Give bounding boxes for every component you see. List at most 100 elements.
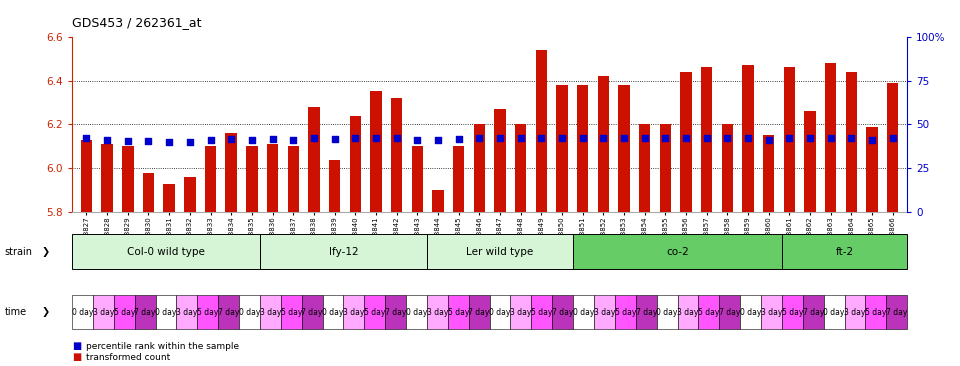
Bar xyxy=(866,127,877,212)
Bar xyxy=(701,67,712,212)
Point xyxy=(182,139,198,145)
Point xyxy=(844,135,859,141)
Text: time: time xyxy=(5,307,27,317)
Point xyxy=(679,135,694,141)
Text: 5 day: 5 day xyxy=(197,307,219,317)
Text: 3 day: 3 day xyxy=(343,307,365,317)
Point xyxy=(740,135,756,141)
Bar xyxy=(184,177,196,212)
Point xyxy=(803,135,818,141)
Point xyxy=(326,136,342,142)
Bar xyxy=(722,124,733,212)
Point xyxy=(637,135,653,141)
Text: Ler wild type: Ler wild type xyxy=(467,247,534,257)
Text: 5 day: 5 day xyxy=(781,307,804,317)
Text: 7 day: 7 day xyxy=(803,307,824,317)
Bar xyxy=(742,65,754,212)
Text: 7 day: 7 day xyxy=(218,307,239,317)
Bar xyxy=(846,72,857,212)
Point xyxy=(864,137,879,143)
Point xyxy=(369,135,384,141)
Bar xyxy=(598,76,609,212)
Text: 5 day: 5 day xyxy=(364,307,386,317)
Point xyxy=(348,135,363,141)
Point xyxy=(141,138,156,144)
Text: 5 day: 5 day xyxy=(531,307,553,317)
Point xyxy=(471,135,487,141)
Text: 0 day: 0 day xyxy=(573,307,594,317)
Point xyxy=(885,135,900,141)
Text: ■: ■ xyxy=(72,341,82,351)
Point xyxy=(823,135,838,141)
Bar xyxy=(143,173,155,212)
Bar xyxy=(246,146,257,212)
Bar xyxy=(887,83,899,212)
Bar xyxy=(371,92,381,212)
Text: 7 day: 7 day xyxy=(134,307,156,317)
Point xyxy=(492,135,508,141)
Bar xyxy=(453,146,465,212)
Text: 3 day: 3 day xyxy=(92,307,114,317)
Text: strain: strain xyxy=(5,247,33,257)
Point xyxy=(781,135,797,141)
Text: 5 day: 5 day xyxy=(865,307,887,317)
Text: 3 day: 3 day xyxy=(510,307,532,317)
Text: 3 day: 3 day xyxy=(426,307,448,317)
Bar xyxy=(804,111,816,212)
Bar xyxy=(473,124,485,212)
Text: 7 day: 7 day xyxy=(719,307,740,317)
Text: lfy-12: lfy-12 xyxy=(328,247,358,257)
Bar xyxy=(783,67,795,212)
Text: ft-2: ft-2 xyxy=(835,247,853,257)
Bar xyxy=(577,85,588,212)
Text: 0 day: 0 day xyxy=(323,307,344,317)
Point xyxy=(285,137,300,143)
Text: ■: ■ xyxy=(72,352,82,362)
Text: 5 day: 5 day xyxy=(447,307,469,317)
Point xyxy=(79,135,94,141)
Point xyxy=(554,135,569,141)
Text: 5 day: 5 day xyxy=(280,307,302,317)
Point xyxy=(265,136,280,142)
Point xyxy=(720,135,735,141)
Point xyxy=(430,137,445,143)
Text: ❯: ❯ xyxy=(41,307,49,317)
Bar xyxy=(226,133,237,212)
Text: 7 day: 7 day xyxy=(301,307,323,317)
Point xyxy=(306,135,322,141)
Point xyxy=(451,136,467,142)
Bar xyxy=(163,184,175,212)
Point xyxy=(595,135,611,141)
Text: 0 day: 0 day xyxy=(657,307,678,317)
Text: transformed count: transformed count xyxy=(86,353,171,362)
Bar xyxy=(308,107,320,212)
Point xyxy=(244,137,259,143)
Text: Col-0 wild type: Col-0 wild type xyxy=(127,247,204,257)
Bar xyxy=(763,135,775,212)
Bar xyxy=(825,63,836,212)
Bar xyxy=(556,85,567,212)
Bar xyxy=(536,50,547,212)
Bar xyxy=(349,116,361,212)
Bar xyxy=(391,98,402,212)
Text: 0 day: 0 day xyxy=(239,307,260,317)
Text: co-2: co-2 xyxy=(666,247,689,257)
Text: 3 day: 3 day xyxy=(677,307,699,317)
Bar xyxy=(639,124,650,212)
Text: 3 day: 3 day xyxy=(760,307,782,317)
Point xyxy=(120,138,135,144)
Text: 0 day: 0 day xyxy=(72,307,93,317)
Text: 7 day: 7 day xyxy=(886,307,907,317)
Text: ❯: ❯ xyxy=(41,247,49,257)
Point xyxy=(761,137,777,143)
Text: percentile rank within the sample: percentile rank within the sample xyxy=(86,342,240,351)
Point xyxy=(389,135,404,141)
Point xyxy=(575,135,590,141)
Bar xyxy=(494,109,506,212)
Point xyxy=(534,135,549,141)
Bar xyxy=(81,140,92,212)
Text: 0 day: 0 day xyxy=(740,307,761,317)
Text: 7 day: 7 day xyxy=(552,307,573,317)
Bar xyxy=(102,144,113,212)
Text: 0 day: 0 day xyxy=(490,307,511,317)
